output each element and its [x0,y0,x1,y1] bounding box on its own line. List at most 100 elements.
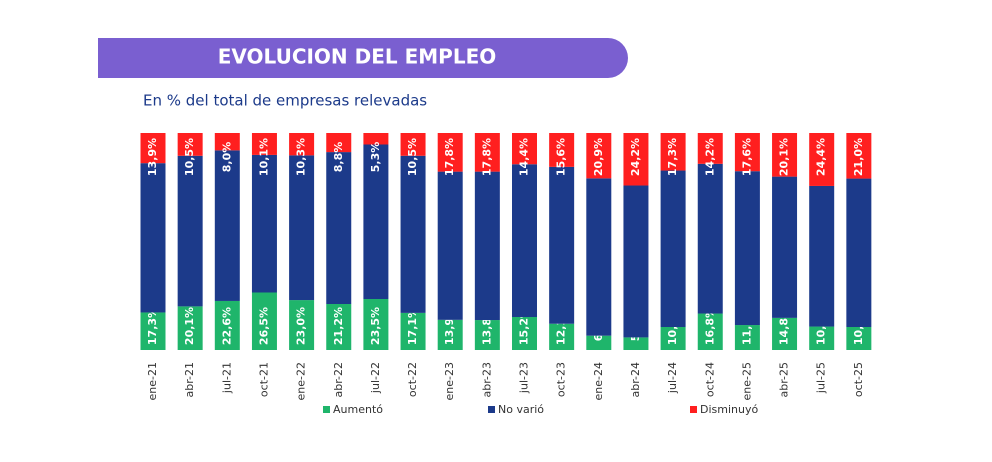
bar-segment [734,133,760,172]
bar-segment [437,319,463,350]
legend-swatch [488,406,495,413]
legend-swatch [690,406,697,413]
x-tick-label: jul-23 [518,362,531,394]
x-tick-label: jul-22 [369,362,382,394]
bar-segment [214,300,240,350]
bar-segment [846,178,872,327]
value-label: 17,3% [666,138,679,176]
bar-segment [177,155,203,307]
bar-segment [809,185,835,327]
value-label: 5,3% [369,142,382,173]
x-tick-label: abr-23 [480,362,493,398]
x-tick-label: abr-24 [629,362,642,398]
bar-segment [140,163,166,313]
x-tick-label: oct-25 [852,362,865,397]
value-label: 8,8% [332,142,345,173]
value-label: 22,6% [220,307,233,345]
value-label: 21,2% [332,307,345,345]
bar-segment [474,171,500,321]
bar-segment [512,317,537,350]
bar-segment [772,317,798,350]
bar-segment [251,154,277,293]
bar-segment [809,326,835,350]
bar-segment [289,300,315,350]
bar-segment [214,133,240,151]
bar-segment [474,320,500,350]
bar-segment [660,326,686,350]
bar-segment [400,155,426,313]
value-label: 26,5% [257,307,270,345]
bar-segment [623,133,649,186]
x-tick-label: abr-21 [183,362,196,398]
value-label: 13,9% [146,138,159,176]
legend-label: Disminuyó [700,403,758,416]
bar-segment [809,133,835,186]
value-label: 14,4% [518,138,531,176]
bar-segment [697,313,723,350]
bar-segment [697,133,723,164]
value-label: 20,1% [183,307,196,345]
value-label: 24,2% [629,138,642,176]
bar-segment [214,150,240,301]
bar-segment [326,152,352,304]
bar-segment [140,133,166,164]
value-label: 17,3% [146,307,159,345]
x-tick-label: jul-21 [220,362,233,394]
value-label: 21,0% [852,138,865,176]
value-label: 16,8% [703,307,716,345]
bar-segment [549,133,575,167]
value-label: 23,0% [295,307,308,345]
bar-segment [437,171,463,320]
bar-segment [251,292,277,350]
x-tick-label: ene-23 [443,362,456,400]
bar-segment [363,299,389,350]
bar-segment [326,133,352,153]
x-tick-label: jul-24 [666,362,679,394]
bar-segment [326,303,352,350]
bar-segment [623,185,649,338]
value-label: 10,1% [257,138,270,176]
value-label: 17,1% [406,307,419,345]
value-label: 10,5% [406,138,419,176]
bar-segment [586,178,612,336]
bar-segment [474,133,500,172]
value-label: 14,2% [703,138,716,176]
bar-segment [289,155,315,301]
x-tick-label: abr-25 [778,362,791,398]
value-label: 24,4% [815,138,828,176]
bar-segment [400,312,426,350]
bar-segment [846,326,872,350]
chart-title: EVOLUCION DEL EMPLEO [218,45,497,69]
value-label: 10,5% [183,138,196,176]
bar-segment [660,170,686,327]
value-label: 20,1% [778,138,791,176]
bar-segment [734,171,760,326]
x-tick-label: jul-25 [815,362,828,394]
bar-segment [177,133,203,156]
bar-segment [623,337,649,350]
legend-swatch [323,406,330,413]
x-tick-label: ene-22 [295,362,308,400]
x-tick-label: abr-22 [332,362,345,398]
value-label: 17,6% [740,138,753,176]
bar-segment [846,133,872,179]
x-tick-label: ene-21 [146,362,159,400]
value-label: 17,8% [480,138,493,176]
bar-segment [549,323,575,350]
bar-segment [660,133,686,171]
x-tick-label: ene-24 [592,362,605,400]
value-label: 15,6% [555,138,568,176]
x-tick-label: oct-24 [703,362,716,397]
x-tick-label: oct-21 [257,362,270,397]
bar-segment [734,325,760,350]
x-tick-label: oct-23 [555,362,568,397]
chart-subtitle: En % del total de empresas relevadas [143,92,427,110]
x-tick-label: oct-22 [406,362,419,397]
bar-segment [512,133,537,165]
bar-segment [512,164,537,318]
bar-segment [177,306,203,350]
value-label: 10,3% [295,138,308,176]
bar-segment [549,166,575,324]
bar-segment [400,133,426,156]
value-label: 23,5% [369,307,382,345]
